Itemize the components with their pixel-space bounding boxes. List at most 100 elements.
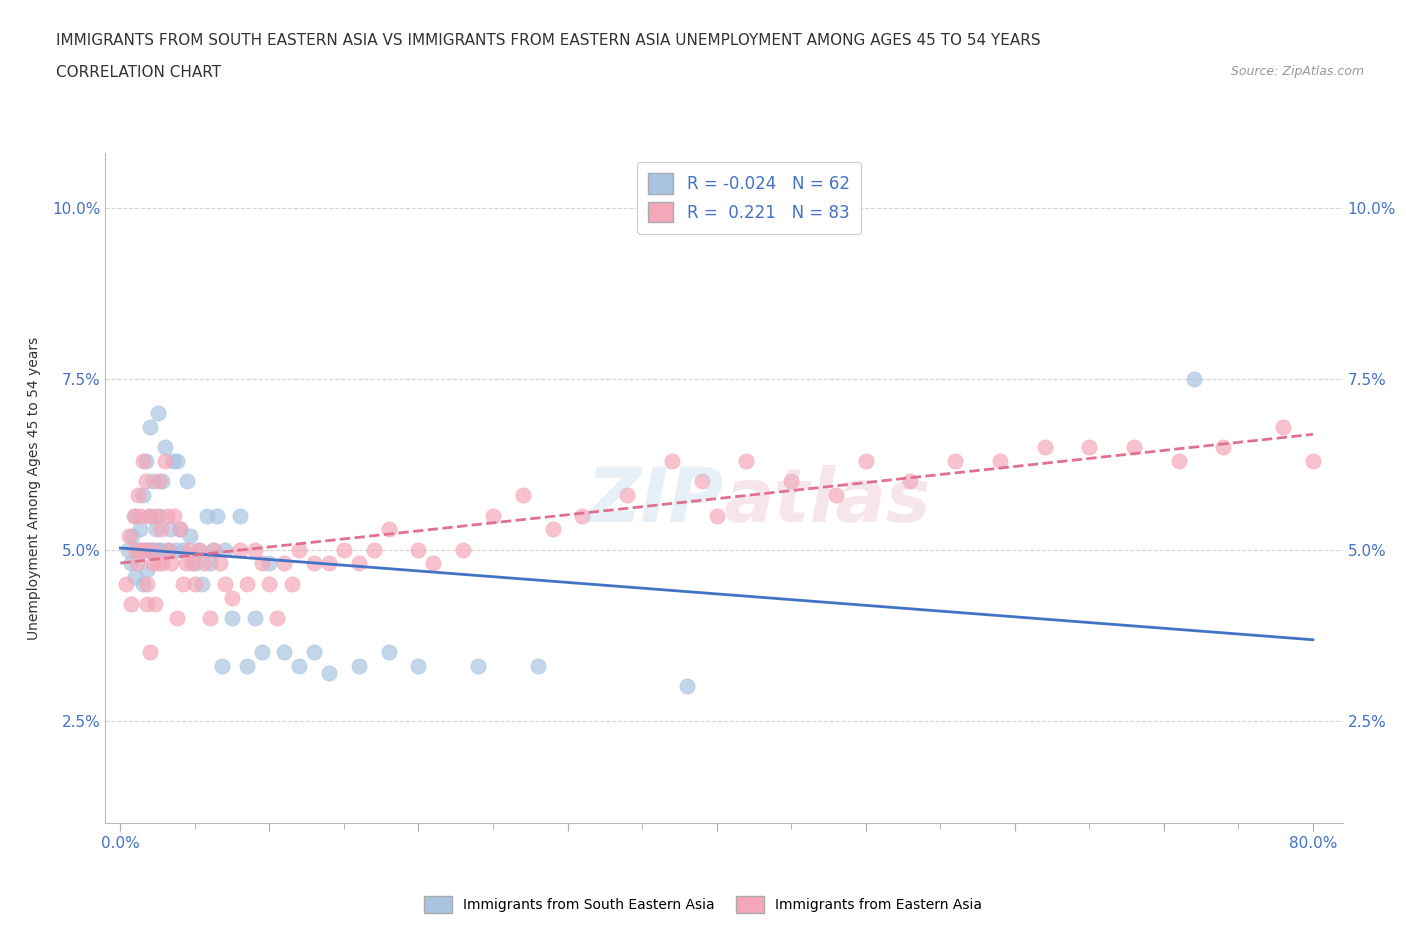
Point [148,474,170,489]
Point [198,556,221,571]
Point [228,542,250,557]
Legend: R = -0.024   N = 62, R =  0.221   N = 83: R = -0.024 N = 62, R = 0.221 N = 83 [637,162,860,234]
Point [228,508,250,523]
Point [243,542,266,557]
Point [129,542,152,557]
Point [169,522,191,537]
Point [735,454,758,469]
Point [1123,440,1146,455]
Point [136,542,159,557]
Point [211,658,233,673]
Point [221,611,243,626]
Point [512,487,534,502]
Point [121,528,143,543]
Point [138,542,160,557]
Point [172,542,194,557]
Point [250,644,273,659]
Point [988,454,1011,469]
Point [143,597,166,612]
Point [780,474,803,489]
Point [1182,371,1205,386]
Point [1212,440,1234,455]
Point [236,577,259,591]
Point [243,611,266,626]
Point [145,508,167,523]
Point [482,508,505,523]
Point [193,556,215,571]
Point [157,542,180,557]
Point [179,528,201,543]
Point [146,556,169,571]
Point [141,542,163,557]
Point [153,440,176,455]
Point [302,556,325,571]
Point [135,454,157,469]
Point [259,556,281,571]
Point [127,542,149,557]
Point [135,474,157,489]
Point [209,556,232,571]
Point [118,528,141,543]
Legend: Immigrants from South Eastern Asia, Immigrants from Eastern Asia: Immigrants from South Eastern Asia, Immi… [419,890,987,919]
Point [139,644,162,659]
Point [288,658,311,673]
Point [250,556,273,571]
Point [146,542,169,557]
Text: CORRELATION CHART: CORRELATION CHART [56,65,221,80]
Point [163,508,186,523]
Point [120,597,142,612]
Point [207,508,229,523]
Point [690,474,713,489]
Y-axis label: Unemployment Among Ages 45 to 54 years: Unemployment Among Ages 45 to 54 years [27,337,41,640]
Point [943,454,966,469]
Point [266,611,288,626]
Point [150,556,173,571]
Point [202,542,225,557]
Point [571,508,593,523]
Point [143,542,166,557]
Point [1302,454,1324,469]
Point [129,542,152,557]
Point [221,591,243,605]
Point [259,577,281,591]
Point [1167,454,1189,469]
Point [281,577,304,591]
Point [134,542,156,557]
Point [128,508,150,523]
Point [706,508,728,523]
Text: IMMIGRANTS FROM SOUTH EASTERN ASIA VS IMMIGRANTS FROM EASTERN ASIA UNEMPLOYMENT : IMMIGRANTS FROM SOUTH EASTERN ASIA VS IM… [56,33,1040,47]
Point [132,487,155,502]
Point [148,508,170,523]
Point [122,508,145,523]
Text: ZIP: ZIP [586,465,724,538]
Point [120,556,142,571]
Point [214,577,236,591]
Point [273,644,295,659]
Point [541,522,564,537]
Point [138,508,160,523]
Point [146,405,169,420]
Point [124,542,146,557]
Point [176,474,198,489]
Point [333,542,356,557]
Point [172,577,194,591]
Point [125,556,148,571]
Point [408,542,430,557]
Point [136,577,159,591]
Point [153,454,176,469]
Point [347,658,370,673]
Point [377,522,399,537]
Point [142,474,165,489]
Point [363,542,385,557]
Point [201,542,224,557]
Point [347,556,370,571]
Point [422,556,444,571]
Point [675,679,697,694]
Point [273,556,295,571]
Point [191,577,214,591]
Point [166,454,188,469]
Point [174,556,197,571]
Point [139,508,162,523]
Point [900,474,922,489]
Point [157,542,180,557]
